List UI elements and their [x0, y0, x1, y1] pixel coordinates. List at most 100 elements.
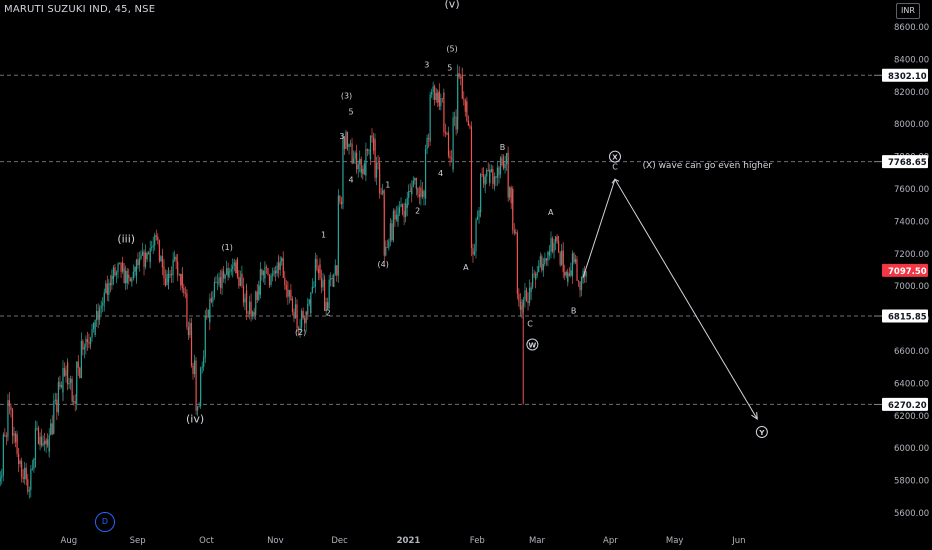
candle-body [322, 280, 324, 288]
candle-body [455, 116, 457, 130]
candle [375, 156, 378, 186]
candle-body [232, 265, 234, 267]
candle [5, 432, 7, 446]
candle-body [1, 475, 3, 478]
level-price-tag: 7768.65 [874, 155, 928, 169]
candle-body [496, 167, 499, 178]
candle-body [166, 273, 168, 286]
candle-body [330, 278, 332, 280]
candle-body [91, 328, 93, 338]
candle [313, 281, 315, 288]
candle-body [346, 145, 349, 148]
candle-body [337, 195, 339, 259]
candle [229, 267, 231, 279]
candle-body [457, 73, 459, 120]
candle [247, 310, 249, 318]
candle-body [470, 126, 472, 130]
candle [432, 81, 434, 100]
candle [8, 392, 11, 415]
candle [181, 266, 183, 290]
candle-body [79, 367, 81, 378]
candle-body [253, 311, 255, 316]
candle [177, 266, 179, 282]
candle-body [524, 290, 526, 300]
candle [461, 68, 463, 100]
candle-body [239, 277, 242, 287]
candle-body [0, 477, 1, 482]
candle-body [368, 149, 370, 151]
candle [163, 258, 165, 286]
candle [452, 111, 454, 173]
candle-body [158, 247, 160, 262]
candle-body [56, 399, 58, 413]
candle [25, 470, 27, 486]
candle [372, 132, 375, 155]
candle [356, 162, 358, 173]
candle [2, 432, 4, 476]
candle [427, 133, 430, 148]
currency-badge[interactable]: INR [896, 3, 920, 19]
candle-body [183, 287, 185, 294]
candle-body [39, 436, 41, 445]
price-axis[interactable]: 5600.00 5800.00 6000.00 6200.00 6400.00 6600.… [874, 23, 929, 519]
price-tick-label: 8200.00 [894, 88, 929, 98]
candle [565, 270, 567, 279]
candle-body [244, 298, 246, 303]
candle-body [28, 490, 30, 492]
candle [408, 184, 410, 206]
candle-body [463, 98, 465, 100]
candle [516, 233, 518, 300]
candle [317, 265, 320, 281]
candle-body [134, 266, 136, 272]
candle [574, 254, 577, 265]
candle [69, 375, 72, 390]
candle [363, 160, 365, 176]
candle [48, 428, 50, 458]
candle-body [464, 99, 466, 112]
candle-body [313, 286, 315, 288]
wave-label: B [500, 143, 506, 152]
time-tick-label: Aug [61, 536, 78, 546]
candle [175, 253, 177, 270]
candle [128, 268, 130, 285]
price-tick-label: 7600.00 [894, 185, 929, 195]
candle-body [200, 368, 202, 399]
candle-body [255, 291, 257, 310]
candle [88, 333, 90, 348]
wave-label: 5 [447, 64, 452, 73]
candle-body [478, 210, 480, 217]
candle [82, 339, 84, 356]
candle-body [377, 162, 379, 164]
candle-body [378, 163, 381, 174]
candle-body [66, 362, 69, 385]
candle-body [519, 301, 521, 310]
candle-body [458, 73, 460, 78]
candle [91, 323, 93, 342]
interval-badge[interactable]: D [95, 512, 115, 532]
candle [275, 265, 277, 282]
candle [429, 91, 431, 142]
candle [230, 264, 232, 276]
candle [354, 150, 356, 165]
candle [106, 275, 108, 301]
candle-body [574, 259, 577, 263]
candle-body [145, 252, 147, 260]
candle [54, 392, 56, 405]
symbol-title[interactable]: MARUTI SUZUKI IND, 45, NSE [4, 4, 156, 15]
candle [478, 206, 480, 224]
time-tick-label: Sep [130, 536, 146, 546]
price-tick-label: 6400.00 [894, 379, 929, 389]
candle [324, 274, 326, 312]
level-price-tag-bg [882, 155, 928, 169]
candle-body [89, 337, 92, 344]
candle [60, 381, 63, 389]
candle [45, 437, 47, 453]
candle-body [559, 252, 561, 265]
time-axis[interactable]: Aug Sep Oct Nov Dec 2021 Feb Mar Apr May Jun [61, 536, 746, 546]
candle-body [158, 240, 160, 248]
candle-body [241, 273, 243, 287]
candle-body [383, 190, 385, 200]
candle-body [198, 406, 200, 407]
price-tick-label: 7400.00 [894, 217, 929, 227]
